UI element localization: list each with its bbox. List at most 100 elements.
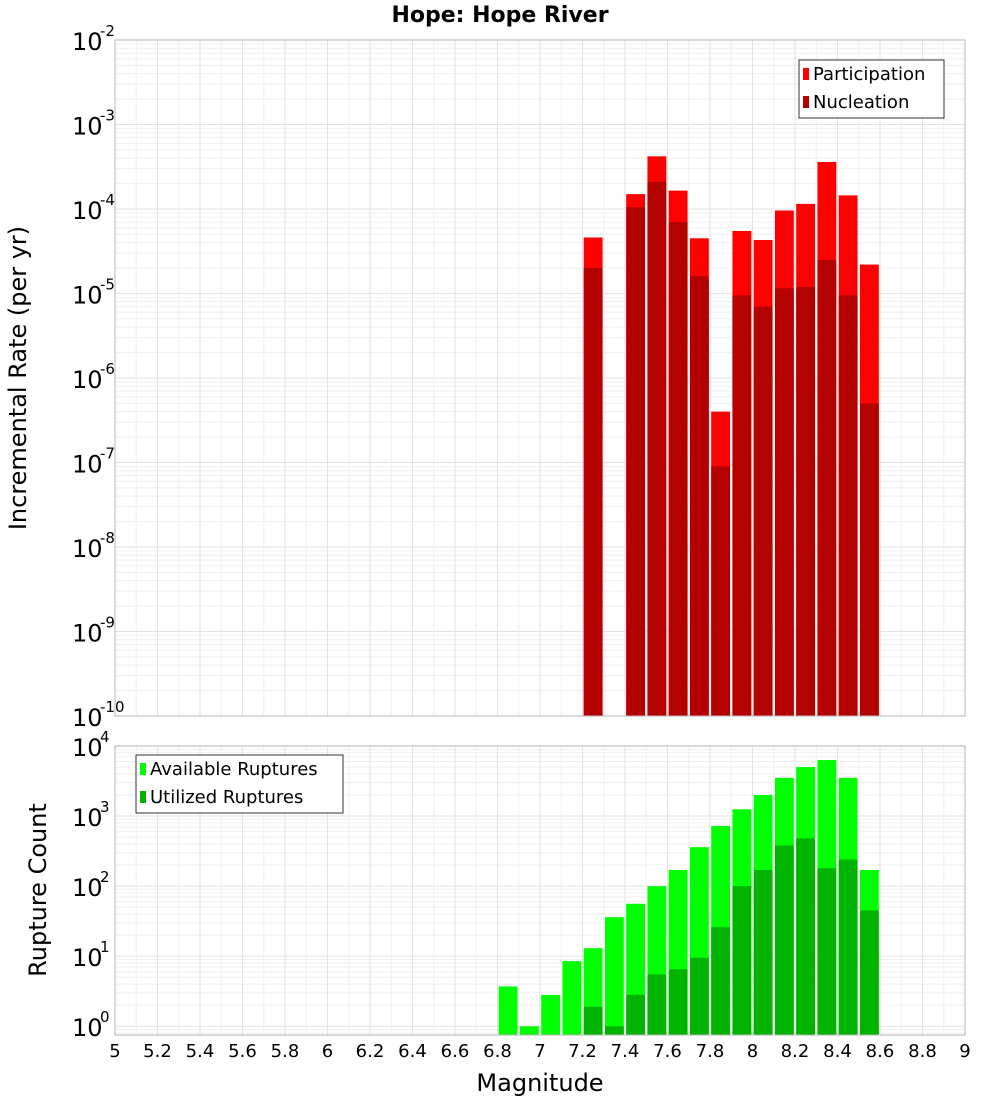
x-tick-label: 8 <box>747 1041 758 1062</box>
top-bar-b <box>859 403 879 716</box>
bottom-bar-a <box>562 961 582 1035</box>
bottom-bar-a <box>498 986 518 1035</box>
top-bar-b <box>668 222 688 716</box>
top-bar-b <box>838 295 858 716</box>
x-tick-label: 6.6 <box>441 1041 470 1062</box>
x-tick-label: 5.6 <box>228 1041 257 1062</box>
y-tick-base: 10 <box>72 282 103 310</box>
y-tick-exponent: -9 <box>100 614 115 632</box>
y-tick-base: 10 <box>72 1014 103 1042</box>
bottom-bar-b <box>711 927 731 1035</box>
bottom-bar-b <box>796 838 816 1035</box>
top-y-tick-label: 10-4 <box>72 191 115 225</box>
top-plot-frame <box>114 39 966 717</box>
y-tick-exponent: -2 <box>100 22 115 40</box>
y-tick-exponent: -10 <box>100 698 125 716</box>
x-tick-label: 6.8 <box>483 1041 512 1062</box>
top-plot-panel: 10-1010-910-810-710-610-510-410-310-2Par… <box>72 22 966 732</box>
top-y-tick-label: 10-6 <box>72 360 115 394</box>
y-tick-exponent: 4 <box>100 728 110 746</box>
x-tick-label: 5.4 <box>186 1041 215 1062</box>
y-tick-base: 10 <box>72 874 103 902</box>
chart-title: Hope: Hope River <box>391 3 608 28</box>
top-y-axis-label: Incremental Rate (per yr) <box>4 226 32 530</box>
x-tick-label: 8.4 <box>823 1041 852 1062</box>
top-bar-b <box>796 286 816 716</box>
x-tick-label: 6.4 <box>398 1041 427 1062</box>
bottom-y-tick-label: 101 <box>72 938 110 972</box>
top-y-tick-label: 10-5 <box>72 276 115 310</box>
top-y-tick-label: 10-9 <box>72 614 115 648</box>
x-tick-label: 6.2 <box>356 1041 385 1062</box>
y-tick-exponent: -7 <box>100 445 115 463</box>
bottom-bar-a <box>519 1026 539 1035</box>
bottom-bar-a <box>541 994 561 1035</box>
bottom-bar-b <box>626 994 646 1035</box>
y-tick-base: 10 <box>72 197 103 225</box>
top-bar-b <box>583 268 603 716</box>
legend-box <box>135 754 344 814</box>
bottom-bar-b <box>774 845 794 1035</box>
y-tick-exponent: -5 <box>100 276 115 294</box>
bottom-bar-a <box>604 917 624 1035</box>
top-series-2 <box>583 181 879 717</box>
top-bar-b <box>626 207 646 716</box>
x-tick-label: 6 <box>322 1041 333 1062</box>
x-tick-label: 5.2 <box>143 1041 172 1062</box>
bottom-y-tick-label: 100 <box>72 1008 110 1042</box>
legend-box <box>798 59 945 119</box>
y-tick-exponent: -6 <box>100 360 115 378</box>
y-tick-base: 10 <box>72 944 103 972</box>
x-tick-label: 8.8 <box>908 1041 937 1062</box>
x-tick-label: 5.8 <box>271 1041 300 1062</box>
top-y-tick-label: 10-3 <box>72 107 115 141</box>
top-y-tick-label: 10-2 <box>72 22 115 56</box>
top-y-tick-label: 10-10 <box>72 698 125 732</box>
bottom-bar-b <box>668 969 688 1035</box>
x-tick-label: 9 <box>959 1041 970 1062</box>
bottom-y-tick-label: 102 <box>72 868 110 902</box>
legend-swatch <box>803 68 809 80</box>
y-tick-exponent: -4 <box>100 191 115 209</box>
top-bar-b <box>689 276 709 716</box>
top-bar-b <box>732 295 752 716</box>
y-tick-base: 10 <box>72 535 103 563</box>
x-tick-label: 8.2 <box>781 1041 810 1062</box>
y-tick-base: 10 <box>72 366 103 394</box>
x-tick-label: 7.6 <box>653 1041 682 1062</box>
y-tick-exponent: -3 <box>100 107 115 125</box>
y-tick-exponent: 2 <box>100 868 110 886</box>
legend-swatch <box>140 763 146 775</box>
legend-label: Nucleation <box>813 92 909 113</box>
y-tick-exponent: 3 <box>100 798 110 816</box>
y-tick-exponent: -8 <box>100 529 115 547</box>
top-grid <box>114 39 966 717</box>
top-y-tick-label: 10-8 <box>72 529 115 563</box>
legend-label: Utilized Ruptures <box>150 787 303 808</box>
bottom-bar-b <box>753 869 773 1035</box>
bottom-y-axis-label: Rupture Count <box>24 803 52 977</box>
bottom-bar-b <box>647 974 667 1035</box>
y-tick-exponent: 1 <box>100 938 110 956</box>
legend-swatch <box>140 791 146 803</box>
x-axis-label: Magnitude <box>476 1069 603 1097</box>
bottom-bar-b <box>732 886 752 1035</box>
y-tick-base: 10 <box>72 620 103 648</box>
legend-label: Participation <box>813 64 925 85</box>
x-tick-label: 7 <box>534 1041 545 1062</box>
bottom-series-2 <box>583 838 879 1035</box>
bottom-plot-frame <box>114 745 966 1036</box>
bottom-bar-b <box>689 957 709 1035</box>
y-tick-base: 10 <box>72 804 103 832</box>
top-bar-b <box>753 306 773 716</box>
bottom-legend: Available Ruptures Utilized Ruptures <box>135 754 344 814</box>
top-legend: Participation Nucleation <box>798 59 945 119</box>
y-tick-base: 10 <box>72 704 103 732</box>
bottom-bar-b <box>604 1026 624 1035</box>
bottom-bar-b <box>859 910 879 1035</box>
top-bar-b <box>647 181 667 717</box>
bottom-y-tick-label: 103 <box>72 798 110 832</box>
x-tick-label: 7.8 <box>696 1041 725 1062</box>
